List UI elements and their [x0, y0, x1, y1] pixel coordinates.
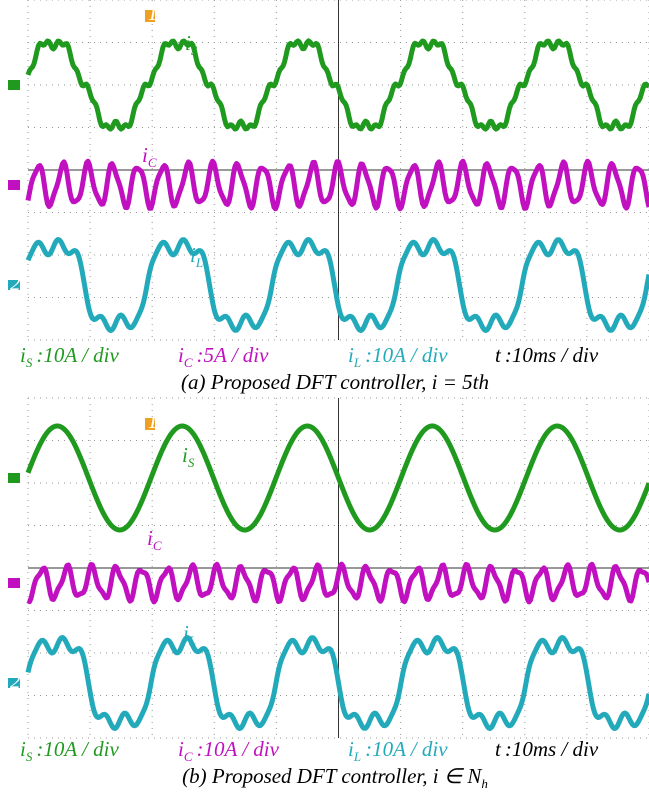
trigger-label: T: [147, 409, 160, 433]
trace-subscript: C: [153, 538, 162, 553]
trace-subscript: L: [195, 255, 203, 270]
scale-label: iC:5A / div: [178, 343, 269, 370]
scale-subscript: L: [353, 749, 361, 764]
trace-label: iC: [147, 526, 162, 553]
scale-text: :10A / div: [365, 343, 448, 367]
channel-marker: [8, 473, 20, 483]
channel-label: 2: [10, 271, 21, 295]
scale-label: t:10ms / div: [495, 737, 599, 761]
figure: 2TiSiCiLiS:10A / diviC:5A / diviL:10A / …: [0, 0, 649, 798]
channel-marker: [8, 180, 20, 190]
trace-label: iL: [190, 243, 203, 270]
scale-subscript: C: [184, 749, 193, 764]
trace-label: iS: [182, 443, 195, 470]
scale-text: :10A / div: [197, 737, 280, 761]
scale-subscript: S: [26, 355, 33, 370]
caption: (b) Proposed DFT controller, i ∈ Nh: [182, 764, 488, 791]
trace-label: iC: [142, 143, 157, 170]
scale-subscript: S: [26, 749, 33, 764]
scale-label: iL:10A / div: [348, 737, 448, 764]
trace-label: iL: [183, 621, 196, 648]
scale-label: iL:10A / div: [348, 343, 448, 370]
scale-text: :10A / div: [36, 343, 119, 367]
caption: (a) Proposed DFT controller, i = 5th: [181, 370, 489, 394]
scale-symbol: t: [495, 343, 502, 367]
scale-subscript: L: [353, 355, 361, 370]
scale-text: :10A / div: [36, 737, 119, 761]
scale-subscript: C: [184, 355, 193, 370]
trace-label: iS: [185, 31, 198, 58]
trigger-label: T: [147, 1, 160, 25]
channel-marker: [8, 80, 20, 90]
trace-subscript: L: [188, 633, 196, 648]
scale-label: iS:10A / div: [20, 343, 119, 370]
scale-label: t:10ms / div: [495, 343, 599, 367]
caption-text: (b) Proposed DFT controller, i ∈ N: [182, 764, 482, 788]
scale-label: iS:10A / div: [20, 737, 119, 764]
trace-subscript: S: [188, 455, 195, 470]
caption-text: (a) Proposed DFT controller, i = 5th: [181, 370, 489, 394]
trace-subscript: S: [191, 43, 198, 58]
scale-text: :5A / div: [197, 343, 270, 367]
scale-symbol: t: [495, 737, 502, 761]
trace-subscript: C: [148, 155, 157, 170]
scale-label: iC:10A / div: [178, 737, 280, 764]
channel-marker: [8, 578, 20, 588]
channel-label: 2: [10, 669, 21, 693]
caption-subscript: h: [481, 776, 488, 791]
scale-text: :10ms / div: [505, 343, 599, 367]
scale-text: :10ms / div: [505, 737, 599, 761]
scale-text: :10A / div: [365, 737, 448, 761]
